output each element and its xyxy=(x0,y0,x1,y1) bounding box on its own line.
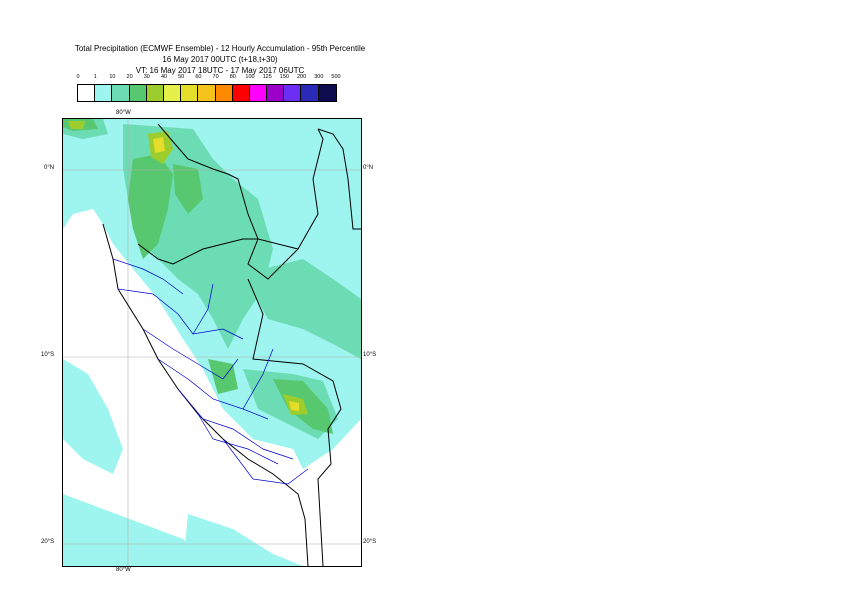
legend-swatch xyxy=(181,85,199,101)
lon-label-bottom: 80°W xyxy=(116,567,131,573)
legend-label: 150 xyxy=(279,74,289,80)
lat-label-0-right: 0°N xyxy=(363,165,374,171)
legend-swatch xyxy=(112,85,130,101)
precipitation-map xyxy=(62,118,362,567)
legend-label: 10 xyxy=(109,74,116,80)
legend-swatch xyxy=(146,85,164,101)
legend-swatch xyxy=(318,85,336,101)
title-line-3: VT: 16 May 2017 18UTC - 17 May 2017 06UT… xyxy=(135,66,305,75)
legend-label: 30 xyxy=(143,74,150,80)
lat-label-20-left: 20°S xyxy=(41,539,55,545)
legend-label: 300 xyxy=(314,74,324,80)
legend-label: 125 xyxy=(262,74,272,80)
title-line-2: 16 May 2017 00UTC (t+18,t+30) xyxy=(162,55,278,64)
legend-swatch xyxy=(163,85,182,101)
legend-swatch xyxy=(232,85,250,101)
legend-label: 100 xyxy=(245,74,255,80)
lat-label-20-right: 20°S xyxy=(363,539,377,545)
legend-swatch xyxy=(129,85,147,101)
legend-swatch xyxy=(249,85,268,101)
legend-label: 200 xyxy=(297,74,307,80)
legend-label: 70 xyxy=(212,74,219,80)
lon-label-top: 80°W xyxy=(116,110,131,116)
lat-label-10-left: 10°S xyxy=(41,352,55,358)
chart-title: Total Precipitation (ECMWF Ensemble) - 1… xyxy=(40,43,400,76)
legend-label: 40 xyxy=(160,74,168,80)
legend-label: 500 xyxy=(331,74,341,80)
legend-label: 20 xyxy=(126,74,133,80)
legend-swatch xyxy=(215,85,233,101)
lat-label-10-right: 10°S xyxy=(363,352,377,358)
grid-lines xyxy=(63,119,361,566)
legend-label: 50 xyxy=(178,74,185,80)
legend-swatch xyxy=(301,85,319,101)
legend-swatch xyxy=(284,85,302,101)
title-line-1: Total Precipitation (ECMWF Ensemble) - 1… xyxy=(74,44,366,53)
legend-swatch xyxy=(198,85,216,101)
legend-colorbar xyxy=(77,84,337,102)
legend-label: 1 xyxy=(93,74,97,80)
region-borders xyxy=(112,258,309,485)
precip-legend: 0 1 10 20 30 40 50 60 70 80 100 125 150 200 300 500 xyxy=(76,74,357,102)
lat-label-0-left: 0°N xyxy=(44,165,55,171)
legend-label: 80 xyxy=(229,74,236,80)
legend-label: 60 xyxy=(195,74,202,80)
legend-labels: 0 1 10 20 30 40 50 60 70 80 100 125 150 200 300 500 xyxy=(76,74,357,84)
legend-label: 0 xyxy=(76,74,80,80)
legend-swatch xyxy=(78,85,96,101)
precip-extreme xyxy=(153,137,299,411)
legend-swatch xyxy=(95,85,113,101)
map-svg xyxy=(63,119,361,566)
legend-swatch xyxy=(267,85,285,101)
